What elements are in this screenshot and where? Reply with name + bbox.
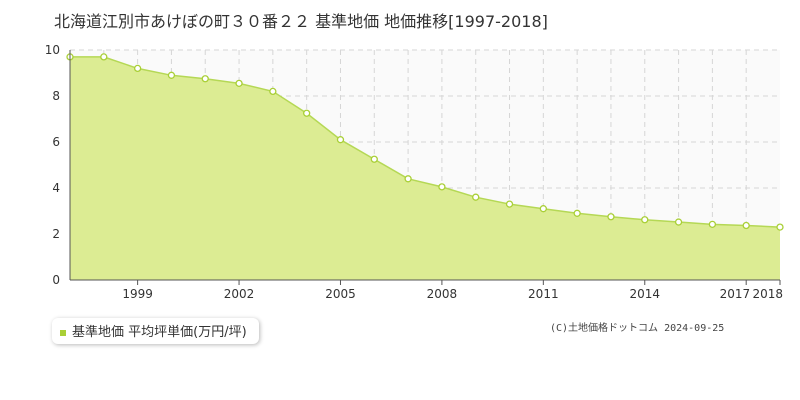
data-point: [336, 136, 345, 144]
data-point: [472, 193, 480, 201]
data-point: [370, 155, 378, 163]
data-point: [167, 71, 176, 79]
data-point: [269, 87, 277, 96]
data-point: [573, 209, 581, 217]
chart-title: 北海道江別市あけぼの町３０番２２ 基準地価 地価推移[1997-2018]: [54, 12, 548, 31]
data-point: [438, 183, 446, 191]
legend-marker: [60, 329, 66, 336]
x-tick-label: 2011: [528, 287, 559, 301]
y-tick-label: 10: [45, 43, 60, 57]
y-tick-label: 8: [52, 89, 60, 103]
x-tick-label: 1999: [122, 287, 153, 301]
data-point: [607, 213, 615, 221]
legend-label: 基準地価 平均坪単価(万円/坪): [72, 325, 247, 340]
x-tick-label: 2018: [752, 287, 783, 301]
data-point: [641, 216, 649, 224]
series-line: [70, 56, 781, 228]
data-point: [303, 109, 311, 117]
legend: 基準地価 平均坪単価(万円/坪): [52, 318, 259, 344]
data-point: [404, 175, 412, 183]
data-point: [133, 64, 142, 73]
data-points: [66, 53, 784, 231]
data-point: [235, 79, 243, 87]
y-tick-label: 6: [52, 135, 60, 149]
data-point: [505, 200, 514, 208]
credit-text: (C)土地価格ドットコム 2024-09-25: [550, 323, 725, 334]
area-fill: [70, 56, 780, 281]
y-tick-label: 4: [52, 181, 60, 195]
data-point: [201, 75, 209, 83]
y-tick-labels: 0 2 4 6 8 10: [45, 43, 60, 287]
data-point: [776, 223, 784, 231]
data-point: [674, 218, 683, 226]
x-tick-label: 2002: [224, 287, 255, 301]
x-tick-label: 2005: [325, 287, 356, 301]
data-point: [100, 53, 108, 61]
axes: [69, 50, 780, 281]
x-tick-label: 2014: [629, 287, 660, 301]
x-tick-label: 2008: [427, 287, 458, 301]
x-tick-labels: 1999 2002 2005 2008 2011 2014 2017 2018: [122, 280, 783, 301]
data-point: [708, 220, 717, 228]
data-point: [742, 221, 750, 230]
y-tick-label: 2: [52, 227, 60, 241]
data-point: [539, 205, 547, 213]
y-tick-label: 0: [52, 273, 60, 287]
x-tick-label: 2017: [720, 287, 751, 301]
